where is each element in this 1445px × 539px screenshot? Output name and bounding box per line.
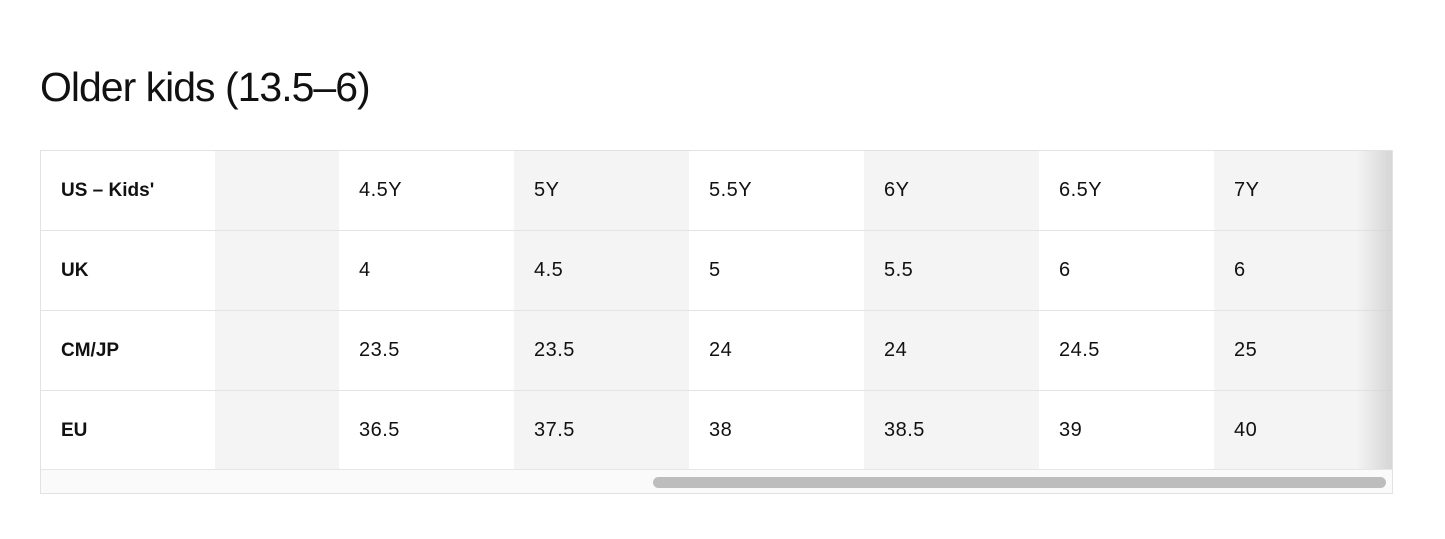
table-row: EU 36.5 37.5 38 38.5 39 40	[41, 391, 1392, 471]
page-title: Older kids (13.5–6)	[40, 64, 371, 110]
size-cell: 5.5	[864, 231, 1039, 310]
row-label: US – Kids'	[41, 151, 215, 230]
size-cell: 5.5Y	[689, 151, 864, 230]
size-cell: 38.5	[864, 391, 1039, 470]
table-row: CM/JP 23.5 23.5 24 24 24.5 25	[41, 311, 1392, 391]
horizontal-scrollbar[interactable]	[41, 469, 1392, 493]
row-label: EU	[41, 391, 215, 470]
size-cell: 4	[339, 231, 514, 310]
size-cell: 23.5	[514, 311, 689, 390]
size-chart-table: EU 36.5 37.5 38 38.5 39 40 CM/JP 23.5 23.5 24 24 24.…	[40, 150, 1393, 494]
size-cell: 24	[689, 311, 864, 390]
scroll-shadow	[1356, 151, 1392, 469]
size-cell: 6	[1039, 231, 1214, 310]
size-cell: 4.5	[514, 231, 689, 310]
size-cell: 39	[1039, 391, 1214, 470]
size-cell: 5Y	[514, 151, 689, 230]
table-row: UK 4 4.5 5 5.5 6 6	[41, 231, 1392, 311]
partial-cell	[215, 311, 339, 390]
size-cell: 37.5	[514, 391, 689, 470]
scrollbar-thumb[interactable]	[653, 477, 1386, 488]
size-cell: 6Y	[864, 151, 1039, 230]
partial-cell	[215, 151, 339, 230]
table-row: US – Kids' 4.5Y 5Y 5.5Y 6Y 6.5Y 7Y	[41, 151, 1392, 231]
size-cell: 5	[689, 231, 864, 310]
size-cell: 4.5Y	[339, 151, 514, 230]
size-cell: 23.5	[339, 311, 514, 390]
size-cell: 24	[864, 311, 1039, 390]
partial-cell	[215, 391, 339, 470]
size-cell: 38	[689, 391, 864, 470]
partial-cell	[215, 231, 339, 310]
size-cell: 36.5	[339, 391, 514, 470]
row-label: UK	[41, 231, 215, 310]
row-label: CM/JP	[41, 311, 215, 390]
size-cell: 24.5	[1039, 311, 1214, 390]
size-cell: 6.5Y	[1039, 151, 1214, 230]
